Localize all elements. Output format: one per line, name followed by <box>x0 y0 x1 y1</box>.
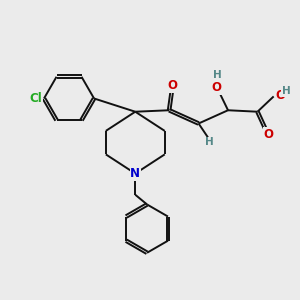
Text: N: N <box>130 167 140 180</box>
Text: O: O <box>212 81 221 94</box>
Text: H: H <box>213 70 222 80</box>
Text: O: O <box>264 128 274 141</box>
Text: O: O <box>167 79 177 92</box>
Text: O: O <box>275 89 285 102</box>
Text: H: H <box>205 137 213 147</box>
Text: H: H <box>282 86 290 96</box>
Text: Cl: Cl <box>30 92 43 105</box>
